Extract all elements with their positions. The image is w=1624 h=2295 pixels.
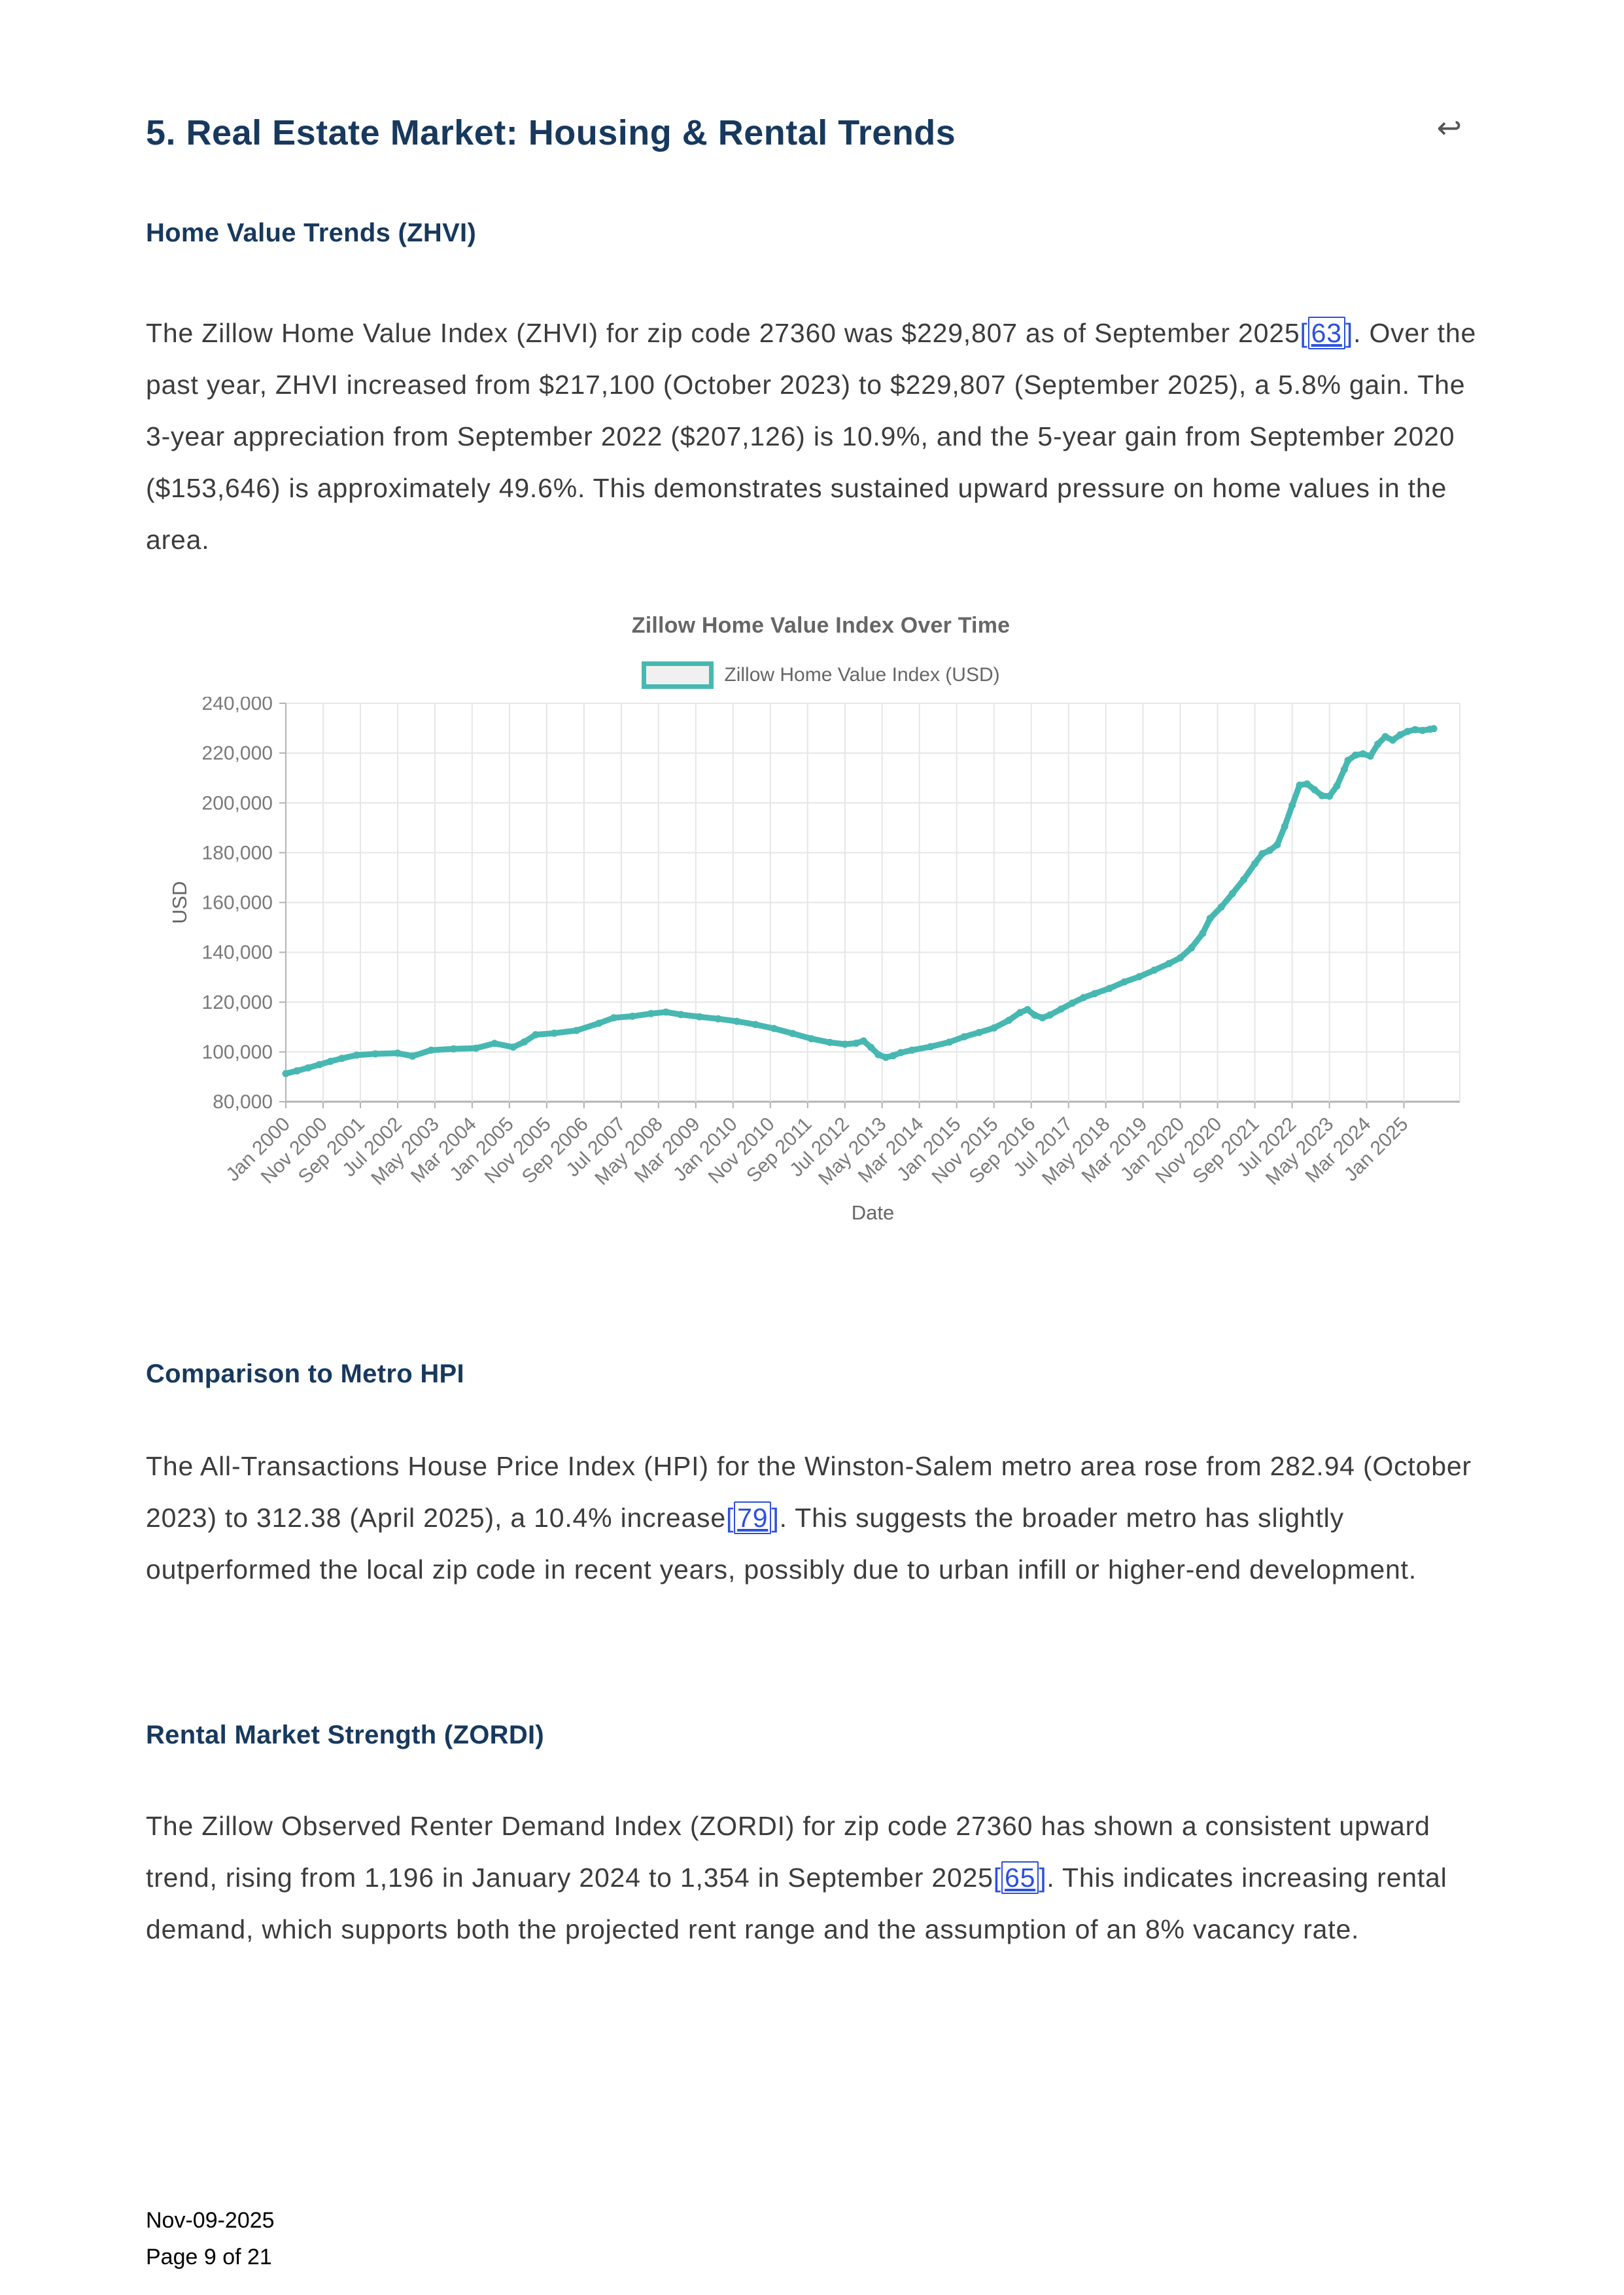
legend-label: Zillow Home Value Index (USD) <box>724 664 1000 686</box>
footer-date: Nov-09-2025 <box>146 2208 275 2233</box>
svg-text:100,000: 100,000 <box>202 1042 273 1063</box>
citation-number[interactable]: 63 <box>1307 317 1345 349</box>
svg-text:Date: Date <box>852 1201 894 1224</box>
zhvi-line-plot: 80,000 100,000 120,000 140,000 160,000 180,00… <box>168 697 1460 1224</box>
svg-text:200,000: 200,000 <box>202 792 273 814</box>
chart-title: Zillow Home Value Index Over Time <box>631 613 1011 638</box>
legend-swatch-icon <box>642 661 714 689</box>
svg-text:180,000: 180,000 <box>202 842 273 864</box>
paragraph-zhvi: The Zillow Home Value Index (ZHVI) for z… <box>146 317 1477 555</box>
svg-text:240,000: 240,000 <box>202 697 273 714</box>
return-anchor-icon[interactable]: ↩ <box>1436 111 1462 145</box>
zhvi-chart: Zillow Home Value Index Over Time Zillow… <box>160 605 1481 1256</box>
section-heading-zordi: Rental Market Strength (ZORDI) <box>146 1721 545 1749</box>
svg-text:USD: USD <box>168 881 191 924</box>
citation-number[interactable]: 79 <box>734 1501 772 1534</box>
chart-legend-item[interactable]: Zillow Home Value Index (USD) <box>160 661 1481 689</box>
page-header: 5. Real Estate Market: Housing & Rental … <box>146 111 1480 153</box>
page-footer: Nov-09-2025 Page 9 of 21 <box>146 2202 275 2275</box>
svg-text:160,000: 160,000 <box>202 892 273 914</box>
paragraph-hpi: The All-Transactions House Price Index (… <box>146 1451 1472 1585</box>
citation-link[interactable]: [65] <box>993 1861 1047 1894</box>
section-heading-zhvi: Home Value Trends (ZHVI) <box>146 219 477 247</box>
svg-text:220,000: 220,000 <box>202 743 273 764</box>
svg-text:80,000: 80,000 <box>213 1091 273 1113</box>
svg-text:140,000: 140,000 <box>202 942 273 964</box>
footer-page-number: Page 9 of 21 <box>146 2245 272 2269</box>
paragraph-zordi: The Zillow Observed Renter Demand Index … <box>146 1811 1447 1944</box>
citation-number[interactable]: 65 <box>1001 1861 1039 1894</box>
citation-link[interactable]: [63] <box>1300 317 1354 349</box>
page-title: 5. Real Estate Market: Housing & Rental … <box>146 113 956 152</box>
citation-link[interactable]: [79] <box>725 1501 780 1534</box>
svg-text:120,000: 120,000 <box>202 992 273 1013</box>
section-heading-hpi: Comparison to Metro HPI <box>146 1359 464 1388</box>
